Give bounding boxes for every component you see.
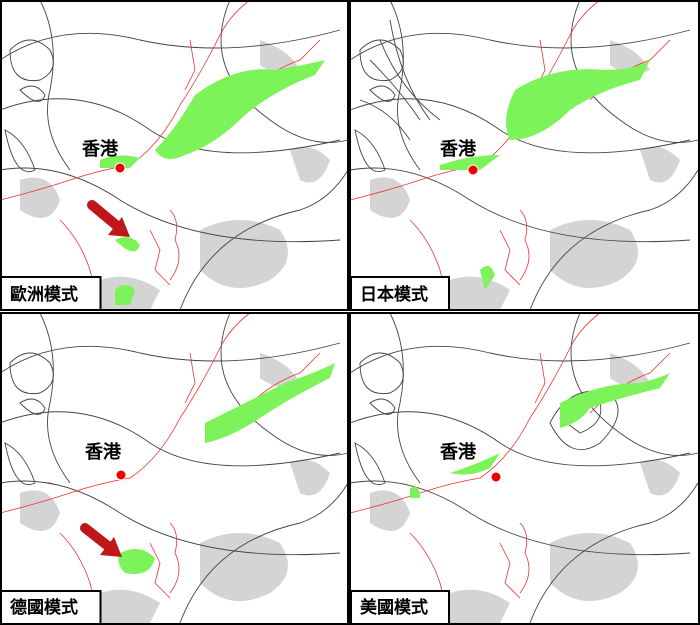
model-label: 歐洲模式 — [10, 284, 78, 305]
model-label: 德國模式 — [10, 597, 78, 618]
panel: 香港 德國模式 — [0, 312, 349, 625]
city-label: 香港 — [81, 139, 119, 160]
city-label: 香港 — [84, 442, 122, 463]
model-label: 美國模式 — [360, 597, 428, 618]
model-label: 日本模式 — [360, 284, 428, 305]
panel: 香港 美國模式 — [349, 312, 699, 625]
panel: 香港 歐洲模式 — [0, 0, 349, 311]
panel: 香港 日本模式 — [349, 0, 699, 311]
city-label: 香港 — [439, 442, 477, 463]
city-label: 香港 — [439, 139, 477, 160]
